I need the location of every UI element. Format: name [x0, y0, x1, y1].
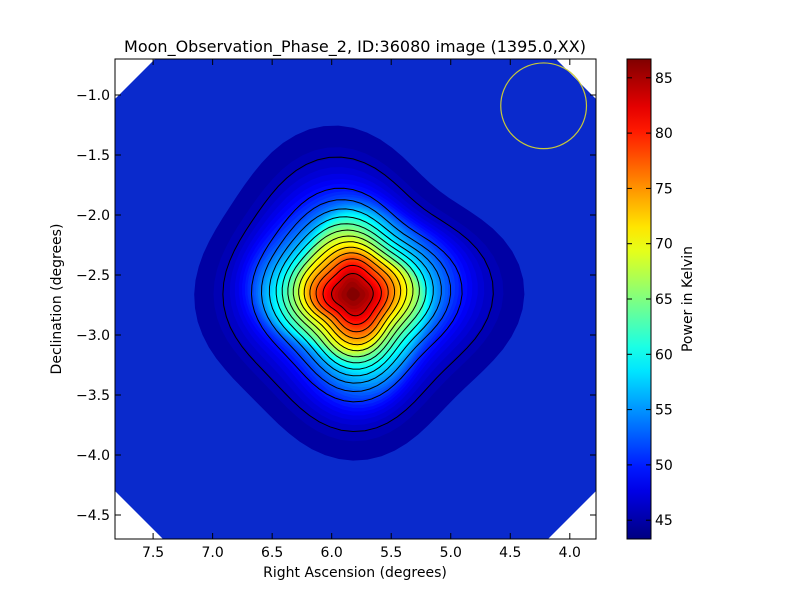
colorbar: 45 50 55 60 65 70 75 80 85 Power in Kelvin — [626, 58, 696, 540]
contour-line — [222, 156, 494, 433]
contour-line — [315, 258, 389, 333]
y-tick-label: −2.5 — [76, 268, 110, 284]
colorbar-label: Power in Kelvin — [680, 246, 696, 352]
colorbar-tick-label: 55 — [655, 403, 673, 419]
y-tick-label: −2.0 — [76, 208, 110, 224]
image-corner — [548, 491, 596, 539]
y-axis-label: Declination (degrees) — [49, 224, 65, 375]
y-axis: −1.0 −1.5 −2.0 −2.5 −3.0 −3.5 −4.0 −4.5 — [76, 88, 596, 524]
x-tick-label: 5.0 — [440, 545, 462, 561]
colorbar-tick-label: 75 — [655, 181, 673, 197]
contour-line — [322, 264, 382, 326]
contour-line — [292, 235, 414, 358]
plot-frame — [114, 58, 597, 540]
x-tick-label: 4.0 — [559, 545, 581, 561]
contour-line — [309, 252, 396, 340]
x-tick-label: 5.5 — [380, 545, 402, 561]
x-axis-label: Right Ascension (degrees) — [263, 565, 447, 581]
contour-line — [287, 229, 420, 364]
y-tick-label: −3.5 — [76, 388, 110, 404]
contour-line — [303, 246, 402, 346]
x-tick-label: 6.0 — [321, 545, 343, 561]
colorbar-tick-label: 60 — [655, 347, 673, 363]
colorbar-tick-label: 65 — [655, 292, 673, 308]
contour-line — [298, 241, 408, 352]
image-corners — [115, 59, 596, 539]
contour-layer — [222, 156, 494, 433]
image-corner — [115, 491, 163, 539]
colorbar-ticks: 45 50 55 60 65 70 75 80 85 — [627, 71, 673, 529]
x-axis: 7.5 7.0 6.5 6.0 5.5 5.0 4.5 4.0 — [142, 59, 581, 561]
colorbar-tick-label: 85 — [655, 71, 673, 87]
contour-line — [250, 187, 463, 403]
colorbar-tick-label: 45 — [655, 513, 673, 529]
contour-line — [330, 272, 374, 317]
plot-area — [115, 59, 596, 539]
heat-peak — [347, 288, 360, 301]
contour-line — [268, 208, 442, 384]
y-tick-label: −3.0 — [76, 328, 110, 344]
image-corner — [115, 59, 155, 99]
contour-line — [281, 223, 427, 370]
x-tick-label: 4.5 — [499, 545, 521, 561]
contour-line — [260, 199, 452, 393]
y-tick-label: −1.0 — [76, 88, 110, 104]
colorbar-tick-label: 80 — [655, 126, 673, 142]
x-tick-label: 7.0 — [201, 545, 223, 561]
y-tick-label: −4.5 — [76, 508, 110, 524]
x-tick-label: 6.5 — [261, 545, 283, 561]
x-tick-label: 7.5 — [142, 545, 164, 561]
chart-title: Moon_Observation_Phase_2, ID:36080 image… — [124, 37, 586, 57]
y-tick-label: −1.5 — [76, 148, 110, 164]
colorbar-tick-label: 70 — [655, 237, 673, 253]
colorbar-tick-label: 50 — [655, 458, 673, 474]
contour-line — [275, 216, 434, 377]
beam-circle — [500, 62, 588, 150]
y-tick-label: −4.0 — [76, 448, 110, 464]
